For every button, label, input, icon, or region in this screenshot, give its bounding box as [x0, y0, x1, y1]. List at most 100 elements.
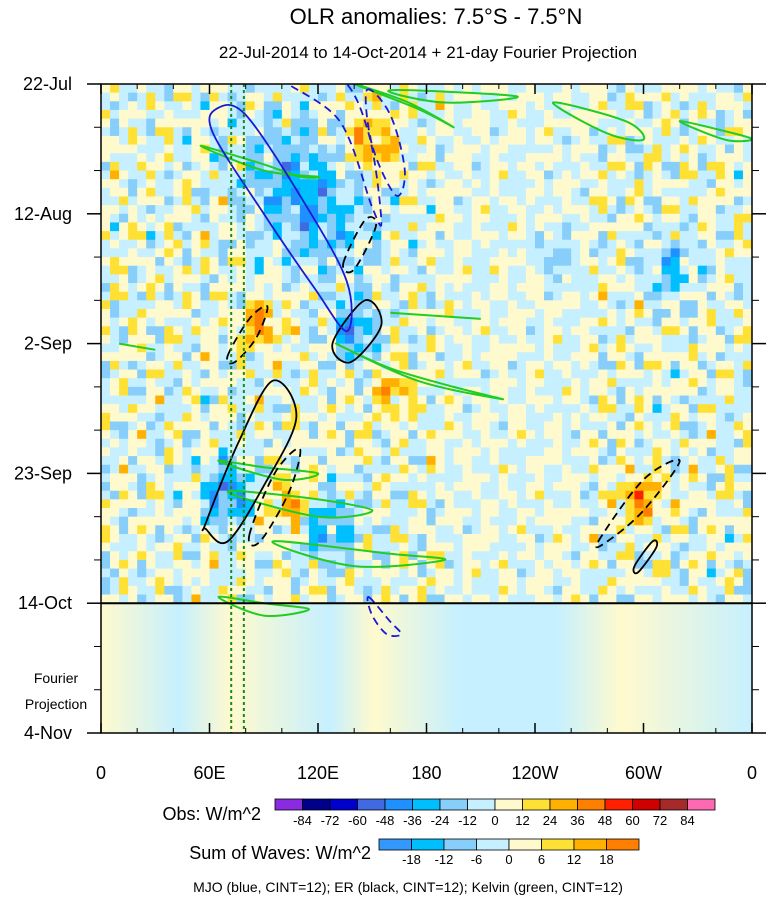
- heatmap-cell: [146, 473, 156, 483]
- heatmap-cell: [299, 231, 310, 241]
- heatmap-cell: [489, 127, 500, 137]
- heatmap-cell: [525, 179, 536, 189]
- heatmap-cell: [643, 205, 654, 215]
- heatmap-cell: [507, 196, 518, 206]
- heatmap-cell: [715, 127, 726, 137]
- heatmap-cell: [417, 490, 428, 500]
- heatmap-cell: [137, 317, 147, 327]
- heatmap-cell: [110, 343, 120, 353]
- heatmap-cell: [580, 516, 590, 526]
- heatmap-cell: [173, 499, 183, 509]
- heatmap-cell: [462, 300, 473, 310]
- colorbar-level-label: -18: [402, 852, 421, 867]
- heatmap-cell: [715, 447, 726, 457]
- heatmap-cell: [544, 153, 554, 163]
- heatmap-cell: [381, 170, 391, 180]
- heatmap-cell: [679, 153, 690, 163]
- heatmap-cell: [661, 499, 672, 509]
- heatmap-cell: [489, 231, 500, 241]
- heatmap-cell: [119, 473, 129, 483]
- heatmap-cell: [616, 386, 627, 397]
- heatmap-cell: [155, 187, 165, 198]
- heatmap-cell: [164, 352, 174, 362]
- heatmap-cell: [535, 205, 545, 215]
- heatmap-cell: [218, 231, 229, 241]
- heatmap-cell: [155, 196, 165, 206]
- heatmap-cell: [453, 482, 464, 492]
- heatmap-cell: [363, 430, 373, 440]
- heatmap-cell: [155, 127, 165, 137]
- heatmap-cell: [453, 447, 464, 457]
- heatmap-cell: [128, 386, 138, 397]
- heatmap-cell: [580, 170, 590, 180]
- obs-colorbar: -84 -72 -60 -48 -36 -24 -12 0 12 24 36 48 60 72 84: [274, 798, 716, 828]
- heatmap-cell: [616, 412, 627, 423]
- heatmap-cell: [733, 205, 744, 215]
- heatmap-cell: [670, 585, 681, 596]
- heatmap-cell: [525, 490, 536, 500]
- heatmap-cell: [706, 412, 717, 423]
- heatmap-cell: [661, 343, 672, 353]
- heatmap-cell: [489, 343, 500, 353]
- heatmap-cell: [308, 464, 319, 474]
- heatmap-cell: [245, 179, 256, 189]
- heatmap-cell: [281, 118, 292, 128]
- heatmap-cell: [589, 360, 599, 371]
- heatmap-cell: [308, 101, 319, 111]
- heatmap-cell: [607, 153, 617, 163]
- heatmap-cell: [200, 317, 211, 327]
- heatmap-cell: [535, 257, 545, 267]
- heatmap-cell: [643, 257, 654, 267]
- heatmap-cell: [489, 447, 500, 457]
- heatmap-cell: [308, 109, 319, 120]
- heatmap-cell: [390, 170, 400, 180]
- heatmap-cell: [272, 334, 283, 345]
- heatmap-cell: [390, 482, 400, 492]
- heatmap-cell: [101, 239, 111, 250]
- heatmap-cell: [426, 473, 437, 483]
- heatmap-cell: [191, 499, 202, 509]
- heatmap-cell: [589, 352, 599, 362]
- heatmap-cell: [625, 239, 636, 250]
- heatmap-cell: [643, 308, 654, 319]
- heatmap-cell: [498, 127, 509, 137]
- heatmap-cell: [209, 170, 220, 180]
- heatmap-cell: [119, 170, 129, 180]
- heatmap-cell: [119, 386, 129, 397]
- heatmap-cell: [444, 170, 455, 180]
- heatmap-cell: [571, 525, 581, 535]
- heatmap-cell: [227, 196, 238, 206]
- heatmap-cell: [634, 127, 645, 137]
- heatmap-cell: [733, 508, 744, 518]
- heatmap-cell: [643, 577, 654, 587]
- heatmap-cell: [209, 274, 220, 284]
- heatmap-cell: [535, 551, 545, 561]
- heatmap-cell: [507, 343, 518, 353]
- heatmap-cell: [670, 274, 681, 284]
- heatmap-cell: [236, 482, 247, 492]
- heatmap-cell: [363, 456, 373, 466]
- heatmap-cell: [137, 473, 147, 483]
- heatmap-cell: [652, 205, 663, 215]
- heatmap-cell: [426, 542, 437, 552]
- heatmap-cell: [480, 92, 491, 102]
- heatmap-cell: [697, 213, 708, 224]
- heatmap-cell: [336, 205, 346, 215]
- heatmap-cell: [281, 101, 292, 111]
- heatmap-cell: [426, 343, 437, 353]
- heatmap-cell: [372, 92, 382, 102]
- heatmap-cell: [254, 542, 265, 552]
- heatmap-cell: [191, 118, 202, 128]
- heatmap-cell: [272, 291, 283, 301]
- heatmap-cell: [688, 170, 699, 180]
- heatmap-cell: [417, 360, 428, 371]
- heatmap-cell: [553, 585, 563, 596]
- heatmap-cell: [137, 135, 147, 146]
- heatmap-cell: [236, 265, 247, 275]
- heatmap-cell: [507, 265, 518, 275]
- heatmap-cell: [200, 222, 211, 232]
- heatmap-cell: [363, 421, 373, 431]
- heatmap-cell: [245, 499, 256, 509]
- heatmap-cell: [453, 118, 464, 128]
- heatmap-cell: [580, 109, 590, 120]
